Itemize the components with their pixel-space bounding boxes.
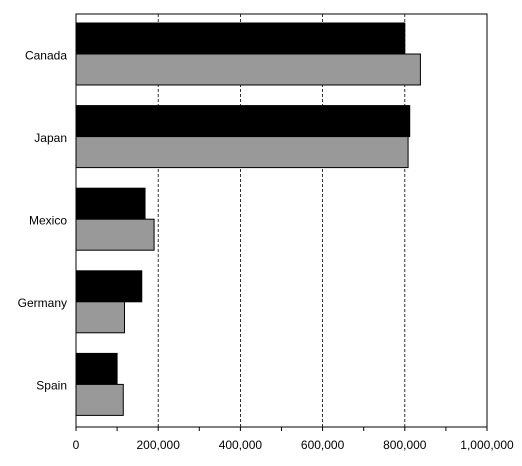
bar-mexico-series-2 — [75, 218, 155, 251]
x-tick-label: 400,000 — [219, 438, 263, 452]
bar-canada-series-1 — [75, 22, 406, 55]
category-label: Spain — [36, 379, 67, 393]
bar-germany-series-2 — [75, 301, 125, 334]
bar-mexico-series-1 — [75, 187, 146, 220]
category-label: Japan — [34, 131, 67, 145]
x-tick-label: 200,000 — [137, 438, 181, 452]
category-label: Mexico — [29, 214, 67, 228]
category-label: Germany — [18, 296, 67, 310]
category-labels: Canada Japan Mexico Germany Spain — [18, 48, 68, 392]
x-tick-label: 1,000,000 — [460, 438, 514, 452]
x-tick-label: 800,000 — [383, 438, 427, 452]
category-label: Canada — [25, 48, 67, 62]
bar-canada-series-2 — [75, 53, 421, 86]
x-tick-label: 0 — [73, 438, 80, 452]
bar-japan-series-2 — [75, 136, 409, 169]
gridlines — [157, 14, 406, 427]
bar-spain-series-1 — [75, 352, 118, 385]
bar-germany-series-1 — [75, 270, 143, 303]
x-tick-label: 600,000 — [301, 438, 345, 452]
bar-spain-series-2 — [75, 383, 124, 416]
x-axis: 0 200,000 400,000 600,000 800,000 1,000,000 — [73, 427, 514, 452]
bars — [75, 22, 421, 416]
bar-japan-series-1 — [75, 105, 411, 138]
